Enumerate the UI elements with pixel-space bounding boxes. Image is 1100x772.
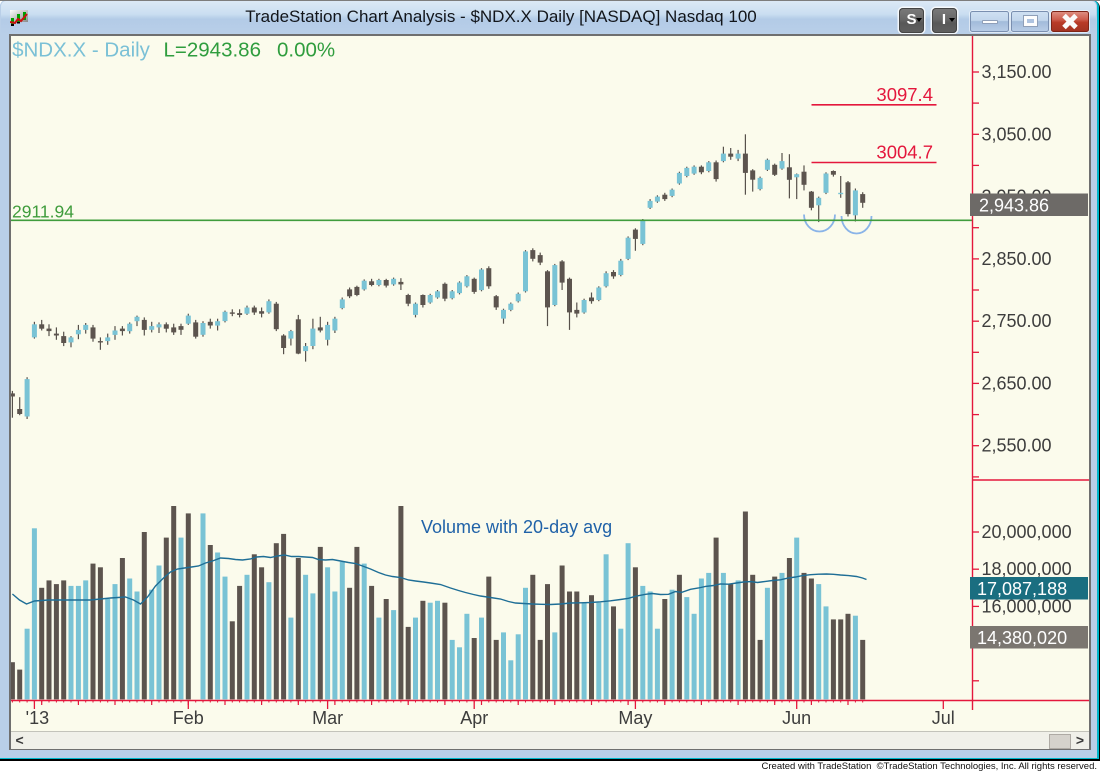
svg-text:2,550.00: 2,550.00 (981, 436, 1051, 456)
svg-text:L=2943.86: L=2943.86 (163, 38, 260, 61)
svg-text:20,000,000: 20,000,000 (981, 522, 1071, 542)
svg-text:Volume with 20-day avg: Volume with 20-day avg (421, 517, 612, 537)
svg-text:Jun: Jun (782, 708, 811, 728)
svg-text:3004.7: 3004.7 (876, 142, 933, 163)
svg-text:Feb: Feb (172, 708, 203, 728)
svg-text:2,750.00: 2,750.00 (981, 311, 1051, 331)
svg-text:18,000,000: 18,000,000 (981, 559, 1071, 579)
svg-text:Apr: Apr (460, 708, 488, 728)
svg-text:3,150.00: 3,150.00 (981, 62, 1051, 82)
svg-text:2,850.00: 2,850.00 (981, 249, 1051, 269)
svg-text:0.00%: 0.00% (277, 38, 335, 61)
svg-text:3,050.00: 3,050.00 (981, 124, 1051, 144)
svg-text:14,380,020: 14,380,020 (977, 628, 1067, 648)
svg-text:16,000,000: 16,000,000 (981, 596, 1071, 616)
svg-text:3097.4: 3097.4 (876, 84, 933, 105)
svg-text:Mar: Mar (312, 708, 343, 728)
svg-text:17,087,188: 17,087,188 (977, 579, 1067, 599)
svg-text:May: May (618, 708, 652, 728)
svg-text:'13: '13 (25, 708, 48, 728)
svg-text:2911.94: 2911.94 (12, 201, 74, 221)
svg-text:2,943.86: 2,943.86 (979, 196, 1049, 216)
svg-text:$NDX.X - Daily: $NDX.X - Daily (12, 38, 151, 61)
svg-text:2,650.00: 2,650.00 (981, 373, 1051, 393)
svg-text:Jul: Jul (931, 708, 954, 728)
